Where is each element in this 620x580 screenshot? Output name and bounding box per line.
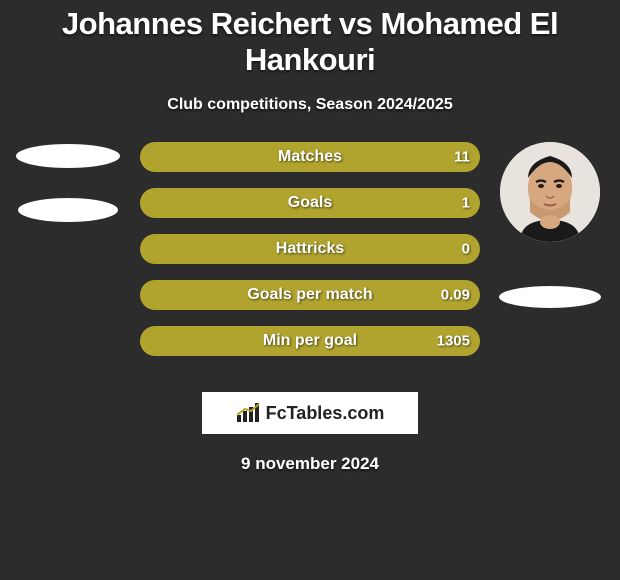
stat-label: Min per goal — [263, 332, 357, 350]
player-right-avatar — [500, 142, 600, 242]
stat-label: Goals per match — [247, 286, 372, 304]
player-left-avatar-placeholder — [16, 144, 120, 168]
subtitle: Club competitions, Season 2024/2025 — [0, 96, 620, 114]
player-right-column — [490, 142, 610, 308]
brand-chart-icon — [236, 403, 262, 423]
stat-label: Matches — [278, 148, 342, 166]
player-left-pill-placeholder — [18, 198, 118, 222]
stat-row: Min per goal 1305 — [140, 326, 480, 356]
comparison-area: Matches 11 Goals 1 Hattricks 0 Goals per match… — [0, 142, 620, 382]
brand-text: FcTables.com — [266, 403, 385, 424]
stat-row: Hattricks 0 — [140, 234, 480, 264]
stat-value-right: 0 — [462, 241, 470, 258]
stat-label: Goals — [288, 194, 332, 212]
stat-rows: Matches 11 Goals 1 Hattricks 0 Goals per match… — [140, 142, 480, 372]
player-left-column — [8, 142, 128, 222]
stat-value-right: 1 — [462, 195, 470, 212]
stat-value-right: 1305 — [437, 333, 470, 350]
stat-row: Goals 1 — [140, 188, 480, 218]
stat-value-right: 0.09 — [441, 287, 470, 304]
player-right-pill-placeholder — [499, 286, 601, 308]
stat-label: Hattricks — [276, 240, 344, 258]
page-title: Johannes Reichert vs Mohamed El Hankouri — [0, 0, 620, 78]
date-text: 9 november 2024 — [0, 454, 620, 474]
brand-box[interactable]: FcTables.com — [202, 392, 418, 434]
player-right-photo — [500, 142, 600, 242]
stat-value-right: 11 — [454, 149, 470, 166]
stat-row: Matches 11 — [140, 142, 480, 172]
stat-row: Goals per match 0.09 — [140, 280, 480, 310]
